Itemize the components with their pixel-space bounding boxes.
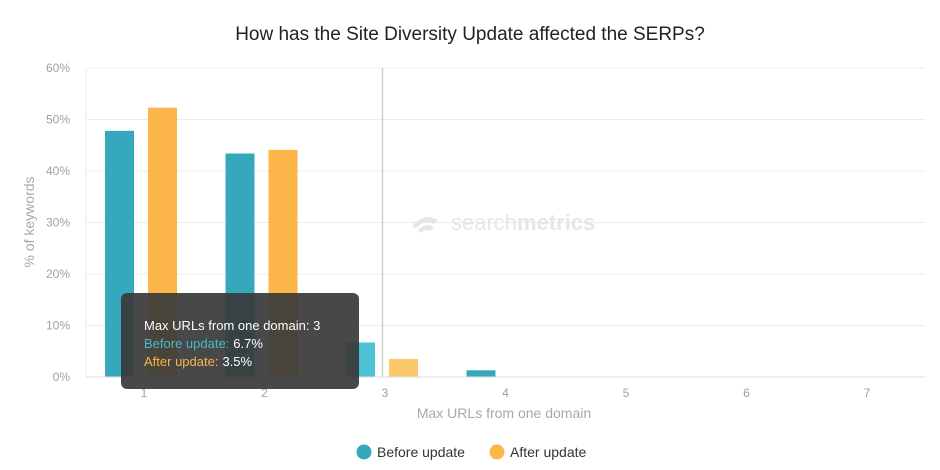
bar-before-update[interactable] — [466, 370, 496, 377]
x-tick-label: 7 — [864, 386, 871, 400]
legend-item[interactable]: Before update — [356, 444, 466, 460]
y-tick-label: 60% — [46, 61, 70, 75]
x-tick-label: 1 — [141, 386, 148, 400]
tooltip-header: Max URLs from one domain: 3 — [144, 318, 320, 333]
tooltip-after-row: After update: 3.5% — [144, 354, 253, 369]
legend-swatch — [356, 444, 372, 460]
x-tick-label: 4 — [502, 386, 509, 400]
y-tick-label: 10% — [46, 319, 70, 333]
y-axis-ticks: 0% 10% 20% 30% 40% 50% 60% — [46, 61, 70, 384]
tooltip-before-label: Before update: — [144, 336, 229, 351]
y-tick-label: 0% — [53, 370, 71, 384]
legend-label: Before update — [377, 444, 465, 460]
y-tick-label: 20% — [46, 267, 70, 281]
legend-swatch — [489, 444, 505, 460]
y-axis-label: % of keywords — [21, 176, 37, 267]
tooltip-background — [121, 293, 359, 389]
tooltip-before-row: Before update: 6.7% — [144, 336, 263, 351]
x-tick-label: 3 — [382, 386, 389, 400]
x-tick-label: 6 — [743, 386, 750, 400]
y-tick-label: 50% — [46, 113, 70, 127]
watermark-light: search — [451, 210, 517, 235]
legend-item[interactable]: After update — [489, 444, 587, 460]
bar-after-update[interactable] — [389, 358, 418, 377]
tooltip-before-value: 6.7% — [233, 336, 263, 351]
tooltip: Max URLs from one domain: 3 Before updat… — [121, 293, 359, 389]
searchmetrics-logo-icon — [412, 217, 438, 233]
x-axis-label: Max URLs from one domain — [417, 405, 591, 421]
watermark-text: searchmetrics — [451, 210, 595, 235]
x-axis-ticks: 1 2 3 4 5 6 7 — [141, 386, 871, 400]
chart-title: How has the Site Diversity Update affect… — [235, 24, 705, 45]
watermark: searchmetrics — [412, 210, 595, 235]
legend: Before update After update — [356, 444, 587, 460]
tooltip-after-value: 3.5% — [222, 354, 252, 369]
y-tick-label: 30% — [46, 216, 70, 230]
legend-label: After update — [510, 444, 586, 460]
tooltip-after-label: After update: — [144, 354, 218, 369]
watermark-bold: metrics — [517, 210, 595, 235]
x-tick-label: 2 — [261, 386, 268, 400]
y-tick-label: 40% — [46, 164, 70, 178]
x-tick-label: 5 — [623, 386, 630, 400]
